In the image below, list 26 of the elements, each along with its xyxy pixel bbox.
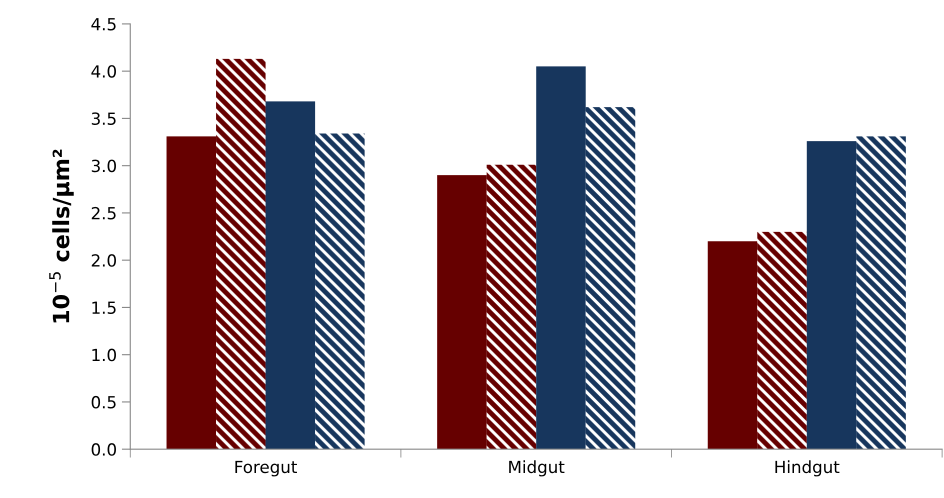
bar (216, 58, 266, 450)
bar (806, 141, 856, 450)
bar (266, 101, 316, 450)
y-axis-title: 10$^{−5}$ cells/µm² (49, 150, 74, 322)
y-tick-label: 2.0 (92, 254, 116, 267)
bar (708, 241, 758, 450)
y-tick-label: 1.5 (92, 302, 116, 314)
bar (856, 136, 906, 450)
x-tick-label: Foregut (235, 460, 297, 476)
x-tick-label: Hindgut (775, 460, 840, 476)
y-tick-label: 3.0 (92, 160, 116, 172)
y-tick-label: 4.5 (91, 18, 116, 30)
y-tick-label: 0.0 (92, 443, 116, 456)
y-tick-label: 3.5 (92, 112, 116, 125)
bar (586, 107, 636, 450)
bar (437, 175, 487, 450)
y-tick-label: 4.0 (91, 65, 116, 78)
x-tick-label: Midgut (509, 460, 564, 476)
bar (536, 66, 586, 450)
y-tick-label: 2.5 (92, 206, 116, 220)
bar (757, 232, 807, 450)
bar (486, 164, 536, 450)
y-tick-label: 0.5 (92, 396, 116, 409)
bar (166, 136, 216, 450)
bar (315, 134, 365, 450)
y-tick-label: 1.0 (92, 348, 116, 362)
